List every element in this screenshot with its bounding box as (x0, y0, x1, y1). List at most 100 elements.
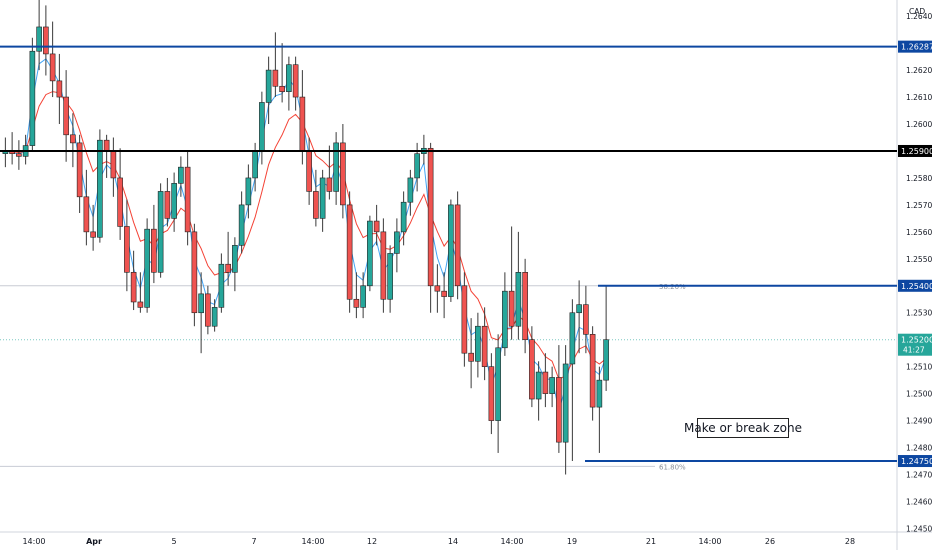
candle[interactable] (576, 280, 582, 354)
candle-body-up (569, 312, 576, 365)
candle[interactable] (245, 164, 252, 219)
candle[interactable] (529, 326, 535, 408)
candle[interactable] (225, 231, 231, 286)
candle[interactable] (448, 199, 454, 302)
candle[interactable] (367, 215, 373, 292)
candle[interactable] (265, 56, 272, 125)
candle[interactable] (76, 134, 83, 213)
candle[interactable] (191, 223, 198, 327)
candle[interactable] (387, 245, 393, 313)
candle[interactable] (238, 191, 245, 254)
candle[interactable] (90, 204, 96, 251)
candle-body-down (279, 85, 285, 92)
candle[interactable] (373, 204, 380, 246)
candle[interactable] (603, 285, 609, 391)
candle[interactable] (56, 53, 63, 125)
candle[interactable] (9, 132, 15, 165)
candle[interactable] (569, 299, 576, 462)
candle[interactable] (130, 250, 137, 311)
candle[interactable] (475, 312, 481, 378)
candle[interactable] (272, 32, 279, 98)
candle[interactable] (508, 226, 515, 340)
candle[interactable] (522, 258, 528, 354)
candle[interactable] (421, 134, 427, 165)
candle[interactable] (184, 150, 191, 246)
candle[interactable] (313, 169, 319, 227)
y-tick-label: 1.26100 (906, 93, 932, 102)
candle[interactable] (157, 183, 164, 278)
candle[interactable] (400, 191, 407, 246)
candle-body-down (427, 147, 434, 287)
candle[interactable] (454, 191, 461, 300)
candle[interactable] (346, 191, 353, 313)
candle[interactable] (441, 272, 447, 319)
candle[interactable] (2, 137, 9, 168)
candle[interactable] (83, 169, 90, 246)
candle[interactable] (333, 132, 339, 205)
candle[interactable] (232, 237, 238, 292)
candle[interactable] (144, 218, 150, 313)
candle[interactable] (434, 264, 441, 313)
candle[interactable] (380, 218, 387, 313)
candle[interactable] (394, 218, 400, 273)
candle[interactable] (583, 285, 589, 354)
candle[interactable] (198, 272, 204, 354)
candle-body-down (488, 366, 495, 421)
candle-body-down (434, 285, 441, 292)
candle[interactable] (218, 253, 225, 313)
annotation-make-or-break[interactable]: Make or break zone (684, 418, 802, 438)
candle[interactable] (16, 140, 22, 170)
candle[interactable] (103, 134, 110, 178)
candle[interactable] (562, 345, 569, 475)
candle[interactable] (319, 169, 326, 232)
candle[interactable] (259, 91, 265, 165)
candle[interactable] (407, 169, 414, 216)
candle[interactable] (495, 334, 501, 453)
candle[interactable] (117, 148, 123, 240)
y-tick-label: 1.25000 (906, 390, 932, 399)
candle[interactable] (589, 326, 596, 421)
candle[interactable] (549, 366, 555, 408)
candle[interactable] (353, 272, 360, 319)
candle[interactable] (63, 70, 69, 162)
candle[interactable] (481, 307, 488, 381)
candle[interactable] (137, 272, 144, 313)
candle[interactable] (151, 204, 157, 284)
candle[interactable] (279, 43, 285, 103)
candle[interactable] (70, 113, 76, 168)
candle[interactable] (542, 353, 549, 408)
candle[interactable] (29, 37, 36, 151)
candle[interactable] (340, 124, 346, 219)
candle[interactable] (556, 345, 562, 453)
candle[interactable] (124, 199, 130, 292)
candle[interactable] (427, 142, 434, 313)
candle[interactable] (171, 172, 177, 232)
candle[interactable] (36, 0, 42, 71)
candle[interactable] (535, 361, 542, 421)
candle[interactable] (97, 129, 103, 243)
x-tick-label: Apr (86, 537, 102, 546)
candle-body-down (373, 220, 380, 233)
candle[interactable] (43, 5, 49, 76)
candle-body-up (360, 285, 366, 308)
candle[interactable] (326, 145, 333, 200)
candle-body-down (589, 334, 596, 408)
candle[interactable] (596, 366, 603, 453)
candle[interactable] (49, 21, 56, 98)
candle[interactable] (468, 318, 474, 389)
candle[interactable] (110, 137, 117, 197)
candle[interactable] (502, 272, 508, 356)
candle[interactable] (164, 177, 171, 227)
candle[interactable] (292, 56, 299, 111)
y-tick-label: 1.24900 (906, 417, 932, 426)
candle[interactable] (488, 353, 495, 435)
candle[interactable] (461, 272, 468, 367)
candle[interactable] (360, 272, 366, 319)
candle[interactable] (205, 285, 211, 335)
candle[interactable] (178, 156, 184, 197)
candle[interactable] (211, 299, 218, 332)
candle[interactable] (286, 56, 292, 111)
candle[interactable] (515, 231, 522, 340)
